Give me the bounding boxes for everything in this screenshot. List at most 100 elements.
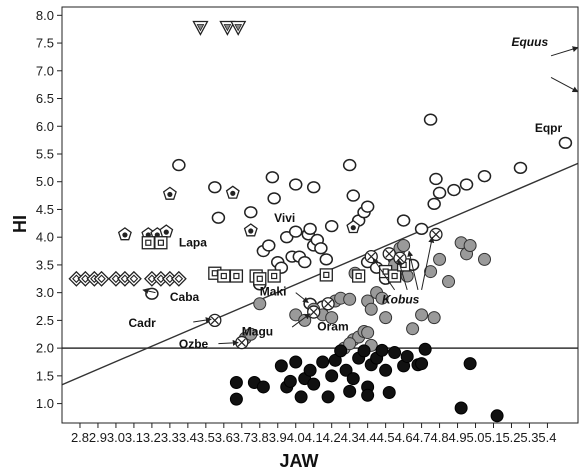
y-tick-label: 3.0 (36, 285, 54, 300)
hollow-circle-marker (244, 206, 258, 219)
y-tick-label: 6.5 (36, 91, 54, 106)
pentagon-marker (117, 227, 132, 241)
x-tick-label: 2.8 (71, 430, 89, 445)
annotation-label: Magu (242, 324, 273, 338)
y-tick-label: 4.5 (36, 202, 54, 217)
pentagon-marker (159, 224, 174, 238)
x-tick-label: 4.1 (305, 430, 323, 445)
gray-circle-marker (253, 297, 267, 311)
plot-frame (61, 6, 579, 424)
y-tick-label: 7.5 (36, 36, 54, 51)
y-tick-label: 1.0 (36, 396, 54, 411)
black-circle-marker (307, 377, 321, 391)
gray-circle-marker (406, 322, 420, 336)
black-circle-marker (463, 357, 477, 371)
hollow-circle-marker (477, 170, 492, 183)
hollow-circle-marker (447, 183, 461, 197)
black-circle-marker (418, 342, 432, 356)
x-tick-label: 4.9 (449, 430, 467, 445)
black-circle-marker (375, 343, 389, 357)
y-tick-label: 4.0 (36, 230, 54, 245)
annotation-arrow (142, 288, 156, 294)
hollow-circle-marker (306, 181, 321, 194)
black-circle-marker (400, 349, 414, 363)
gray-circle-marker (424, 265, 438, 279)
hollow-circle-marker (414, 222, 429, 236)
diamond-marker (161, 270, 178, 287)
hollow-circle-marker (288, 225, 303, 238)
crossed-circle-marker (208, 313, 222, 328)
square-marker (387, 269, 402, 283)
hollow-circle-marker (145, 287, 159, 300)
x-tick-label: 4.4 (359, 430, 377, 445)
y-tick-label: 8.0 (36, 8, 54, 23)
square-marker (154, 236, 168, 250)
x-tick-label: 2.9 (89, 430, 107, 445)
hollow-circle-marker (319, 253, 334, 266)
gray-circle-marker (427, 311, 441, 325)
x-axis-ticks: 2.8 2.9 3.0 3.1 3.2 3.3 3.4 3.5 3.6 3.7 3.8 3.9 4.0 4… (71, 423, 556, 445)
gray-circle-marker (244, 327, 258, 341)
black-circle-marker (294, 390, 308, 404)
annotation-label: Maki (260, 284, 287, 298)
pentagon-marker (225, 185, 240, 199)
crossed-circle-marker (364, 249, 378, 264)
annotation-arrow (372, 257, 396, 291)
hollow-circle-marker (513, 161, 528, 175)
gray-circle-marker (364, 302, 378, 316)
black-circle-marker (321, 390, 335, 404)
pentagon-marker (346, 219, 361, 234)
triangle-down-marker (219, 20, 236, 36)
pentagon-marker (162, 186, 177, 200)
black-circle-marker (339, 363, 353, 377)
hollow-circle-marker (288, 178, 303, 191)
gray-circle-marker (433, 252, 447, 266)
hollow-circle-marker (558, 136, 573, 150)
triangle-down-marker (192, 20, 209, 36)
x-tick-label: 3.1 (125, 430, 143, 445)
hollow-circle-marker (396, 214, 411, 227)
annotation-arrow (291, 313, 311, 328)
y-tick-label: 3.5 (36, 257, 54, 272)
x-tick-label: 5.1 (484, 430, 502, 445)
hollow-circle-marker (297, 255, 312, 269)
hollow-circle-marker (423, 113, 438, 126)
hollow-circle-marker (208, 181, 222, 194)
y-tick-label: 2.0 (36, 341, 54, 356)
gray-circle-marker (375, 291, 389, 305)
y-axis-label: HI (10, 215, 30, 233)
crossed-circle-marker (321, 297, 335, 311)
annotation-label: Lapa (179, 236, 207, 250)
hollow-circle-marker (267, 192, 281, 205)
x-tick-label: 3.5 (197, 430, 215, 445)
hollow-circle-marker (303, 222, 317, 236)
x-tick-label: 5.3 (520, 430, 538, 445)
x-axis-label: JAW (279, 451, 318, 471)
square-marker (217, 269, 231, 283)
y-tick-label: 7.0 (36, 63, 54, 78)
x-tick-label: 3.6 (215, 430, 233, 445)
y-tick-label: 2.5 (36, 313, 54, 328)
square-marker (352, 269, 366, 283)
crossed-circle-marker (307, 305, 321, 319)
gray-circle-marker (343, 337, 357, 351)
black-circle-marker (283, 374, 297, 388)
x-tick-label: 4.8 (431, 430, 449, 445)
gray-circle-marker (379, 311, 393, 325)
black-circle-marker (256, 380, 270, 394)
annotation-arrow (550, 77, 579, 93)
hollow-circle-marker (172, 158, 186, 172)
hollow-circle-marker (429, 172, 443, 186)
hollow-circle-marker (262, 239, 276, 252)
black-circle-marker (334, 344, 348, 358)
annotation-arrow (550, 46, 579, 57)
black-circle-marker (316, 355, 330, 369)
diamond-marker (125, 270, 142, 287)
y-tick-label: 6.0 (36, 119, 54, 134)
gray-circle-marker (463, 239, 477, 253)
black-circle-marker (415, 357, 429, 371)
square-marker (229, 269, 244, 283)
annotation-arrow (218, 339, 239, 346)
x-tick-label: 4.0 (287, 430, 305, 445)
